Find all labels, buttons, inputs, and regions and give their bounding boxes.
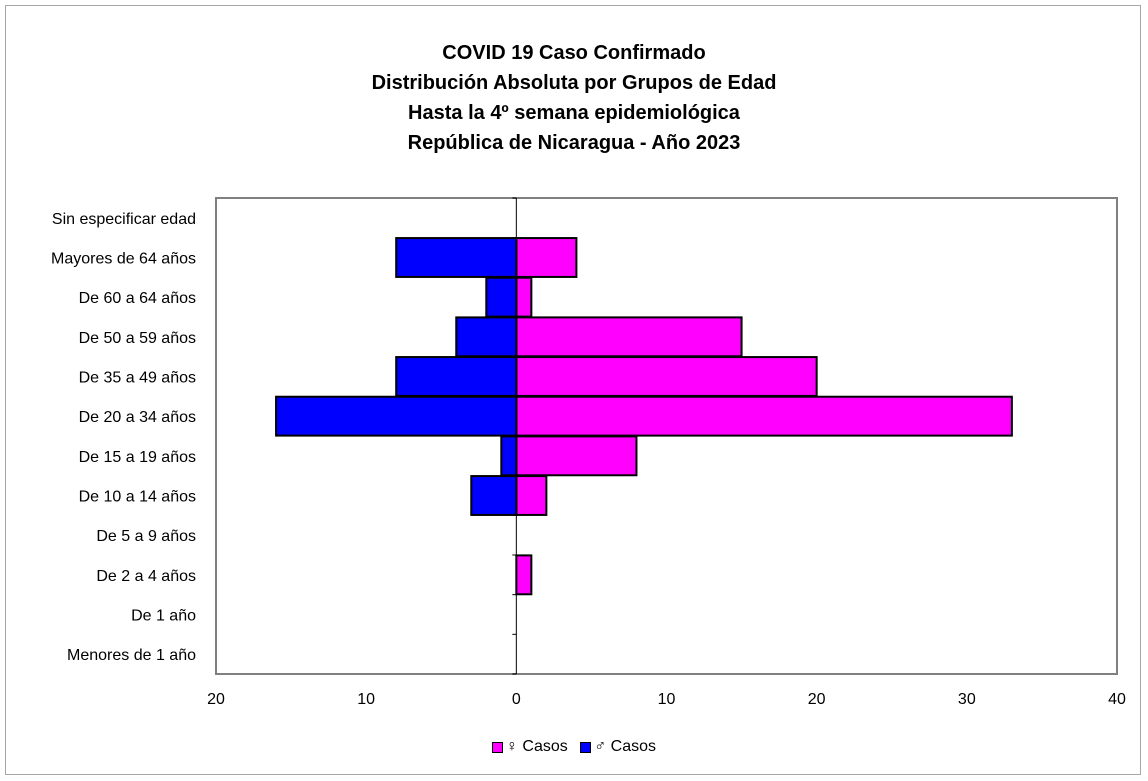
bar-female-7 [515,475,548,516]
plot-area [215,197,1118,675]
y-tick-label-0: Sin especificar edad [52,211,196,228]
y-tick-label-8: De 5 a 9 años [96,528,196,545]
x-tick-label-3: 10 [658,691,676,708]
bar-female-1 [515,237,578,278]
legend-label-female: ♀ Casos [505,738,568,755]
y-tick-label-7: De 10 a 14 años [79,489,196,506]
bar-female-3 [515,316,743,358]
y-tick-label-10: De 1 año [131,608,196,625]
bar-female-5 [515,395,1013,437]
bar-male-6 [500,435,518,477]
bar-male-5 [275,395,518,437]
chart-title: COVID 19 Caso Confirmado Distribución Ab… [6,38,1142,158]
x-tick-label-2: 0 [512,691,521,708]
y-tick-label-2: De 60 a 64 años [79,290,196,307]
y-tick-label-6: De 15 a 19 años [79,449,196,466]
y-tick-label-4: De 35 a 49 años [79,370,196,387]
bar-male-3 [455,316,518,358]
x-tick-label-6: 40 [1108,691,1126,708]
x-tick-label-4: 20 [808,691,826,708]
legend-label-male: ♂ Casos [594,738,657,755]
y-tick-label-9: De 2 a 4 años [96,568,196,585]
legend-item-female: ♀ Casos [491,738,568,756]
y-tick-label-5: De 20 a 34 años [79,409,196,426]
y-tick-label-11: Menores de 1 año [67,647,196,664]
legend: ♀ Casos ♂ Casos [0,738,1148,758]
bar-female-4 [515,356,818,397]
title-line-3: Hasta la 4º semana epidemiológica [408,102,740,124]
title-line-2: Distribución Absoluta por Grupos de Edad [371,72,777,94]
y-tick-label-1: Mayores de 64 años [51,251,196,268]
x-tick-label-1: 10 [357,691,375,708]
x-tick-label-5: 30 [958,691,976,708]
bar-female-6 [515,435,638,477]
legend-item-male: ♂ Casos [580,738,656,756]
bar-male-4 [395,356,518,397]
legend-swatch-female [491,741,503,753]
bar-male-2 [485,276,518,318]
y-tick-label-3: De 50 a 59 años [79,330,196,347]
bar-female-9 [515,554,533,596]
title-line-1: COVID 19 Caso Confirmado [442,42,706,64]
bar-male-1 [395,237,518,278]
bar-female-2 [515,276,533,318]
bar-male-7 [470,475,518,516]
legend-swatch-male [580,741,592,753]
x-tick-label-0: 20 [207,691,225,708]
title-line-4: República de Nicaragua - Año 2023 [407,132,741,154]
